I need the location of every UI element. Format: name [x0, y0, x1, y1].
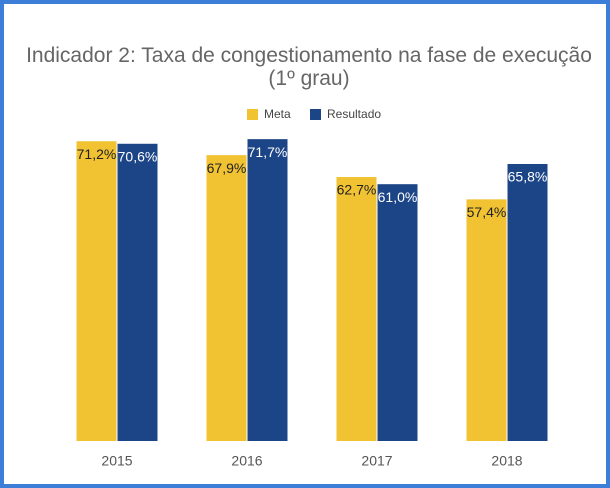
bar — [377, 184, 418, 441]
bar — [206, 155, 247, 442]
data-label: 57,4% — [467, 204, 507, 220]
data-label: 61,0% — [378, 189, 418, 205]
bar — [507, 163, 548, 441]
data-label: 71,2% — [77, 146, 117, 162]
bar — [247, 139, 288, 441]
x-tick-label: 2015 — [101, 453, 132, 469]
legend-label: Meta — [264, 107, 291, 121]
legend-swatch — [247, 109, 258, 120]
data-label: 70,6% — [118, 148, 158, 164]
legend-swatch — [310, 109, 321, 120]
data-label: 71,7% — [248, 144, 288, 160]
chart-title: Indicador 2: Taxa de congestionamento na… — [26, 44, 592, 90]
x-tick-label: 2017 — [361, 453, 392, 469]
data-label: 62,7% — [337, 182, 377, 198]
data-label: 65,8% — [508, 169, 548, 185]
legend-label: Resultado — [327, 107, 381, 121]
bar — [117, 143, 158, 442]
bar — [466, 199, 507, 441]
bar — [76, 141, 117, 442]
data-label: 67,9% — [207, 160, 247, 176]
x-tick-label: 2016 — [231, 453, 262, 469]
bar — [336, 177, 377, 441]
x-tick-label: 2018 — [491, 453, 522, 469]
